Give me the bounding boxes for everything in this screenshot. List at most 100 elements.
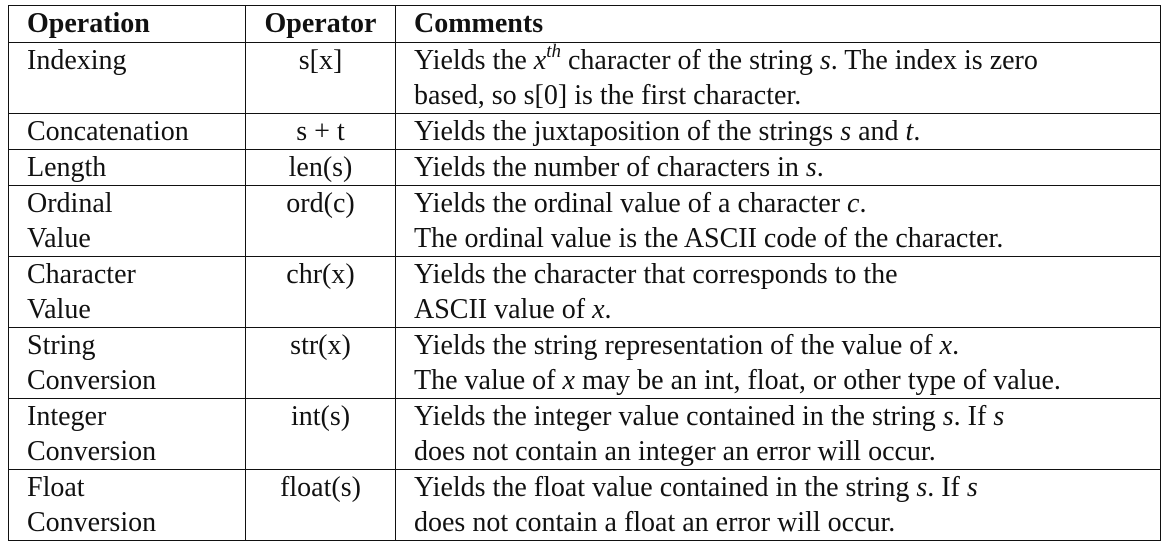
comment-text: character of the string xyxy=(560,45,820,76)
comment-cell: Yields the character that corresponds to… xyxy=(395,256,1161,328)
operation-name-line: Float xyxy=(27,472,85,503)
math-variable: s xyxy=(993,401,1005,432)
comment-text: Yields the ordinal value of a character xyxy=(414,188,848,219)
comment-text: does not contain a float an error will o… xyxy=(414,507,896,538)
comment-line: does not contain an integer an error wil… xyxy=(414,434,1150,469)
operation-name-line: Ordinal xyxy=(27,188,113,219)
operation-name-line: Conversion xyxy=(27,507,157,538)
operation-name-line: Character xyxy=(27,259,136,290)
operator-cell: ord(c) xyxy=(245,185,396,257)
operation-cell: Ordinal Value xyxy=(8,185,246,257)
comment-cell: Yields the number of characters in s. xyxy=(395,149,1161,186)
math-variable: s xyxy=(942,401,954,432)
comment-line: The ordinal value is the ASCII code of t… xyxy=(414,221,1150,256)
math-variable: s xyxy=(819,45,831,76)
math-variable: s xyxy=(805,152,817,183)
table-row: Ordinal Value ord(c) Yields the ordinal val… xyxy=(8,185,1161,257)
comment-text: Yields the integer value contained in th… xyxy=(414,401,943,432)
math-variable: th xyxy=(546,41,561,62)
comment-text: and xyxy=(851,116,906,147)
comment-cell: Yields the ordinal value of a character … xyxy=(395,185,1161,257)
comment-line: ASCII value of x. xyxy=(414,292,1150,327)
comment-text: . xyxy=(952,330,960,361)
table-row: Float Conversion float(s) Yields the float … xyxy=(8,469,1161,541)
comment-line: Yields the character that corresponds to… xyxy=(414,257,1150,292)
header-comments: Comments xyxy=(395,5,1161,43)
math-variable: x xyxy=(562,365,575,396)
table-header: Operation Operator Comments xyxy=(8,5,1161,43)
operation-cell: Character Value xyxy=(8,256,246,328)
comment-text: does not contain an integer an error wil… xyxy=(414,436,936,467)
operation-cell: Concatenation xyxy=(8,113,246,150)
comment-text: The ordinal value is the ASCII code of t… xyxy=(414,223,1004,254)
operation-cell: Length xyxy=(8,149,246,186)
header-operator: Operator xyxy=(245,5,396,43)
comment-cell: Yields the integer value contained in th… xyxy=(395,398,1161,470)
operation-name-line: Indexing xyxy=(27,45,127,76)
table-row: Length len(s) Yields the number of charact… xyxy=(8,149,1161,186)
table-row: String Conversion str(x) Yields the string … xyxy=(8,327,1161,399)
comment-line: Yields the ordinal value of a character … xyxy=(414,186,1150,221)
operation-name-line: Conversion xyxy=(27,436,157,467)
math-variable: c xyxy=(847,188,860,219)
comment-text: . If xyxy=(953,401,994,432)
operation-name-line: Value xyxy=(27,223,91,254)
comment-line: The value of x may be an int, float, or … xyxy=(414,363,1150,398)
comment-line: Yields the number of characters in s. xyxy=(414,150,1150,185)
comment-line: based, so s[0] is the first character. xyxy=(414,78,1150,113)
table-row: Indexing s[x] Yields the xth character of … xyxy=(8,41,1161,114)
comment-text: . xyxy=(816,152,824,183)
operation-name-line: Value xyxy=(27,294,91,325)
math-variable: s xyxy=(966,472,978,503)
comment-text: . If xyxy=(927,472,967,503)
comment-text: The value of xyxy=(414,365,563,396)
math-variable: s xyxy=(916,472,928,503)
operator-cell: int(s) xyxy=(245,398,396,470)
comment-line: Yields the xth character of the string s… xyxy=(414,41,1150,78)
operator-cell: s + t xyxy=(245,113,396,150)
table-body: Indexing s[x] Yields the xth character of … xyxy=(8,41,1161,541)
math-variable: x xyxy=(592,294,605,325)
operation-cell: Integer Conversion xyxy=(8,398,246,470)
operation-name-line: String xyxy=(27,330,96,361)
comment-text: Yields the string representation of the … xyxy=(414,330,940,361)
operation-name-line: Conversion xyxy=(27,365,157,396)
operation-cell: Float Conversion xyxy=(8,469,246,541)
operator-cell: str(x) xyxy=(245,327,396,399)
comment-text: Yields the number of characters in xyxy=(414,152,806,183)
comment-text: . xyxy=(859,188,867,219)
comment-text: based, so s[0] is the first character. xyxy=(414,80,802,111)
comment-line: Yields the integer value contained in th… xyxy=(414,399,1150,434)
comment-text: Yields the xyxy=(414,45,534,76)
comment-cell: Yields the xth character of the string s… xyxy=(395,41,1161,114)
header-row: Operation Operator Comments xyxy=(8,5,1161,43)
string-operations-table: Operation Operator Comments Indexing s[x]… xyxy=(8,5,1161,541)
operator-cell: float(s) xyxy=(245,469,396,541)
comment-line: does not contain a float an error will o… xyxy=(414,505,1150,540)
operator-cell: chr(x) xyxy=(245,256,396,328)
comment-text: Yields the float value contained in the … xyxy=(414,472,917,503)
comment-text: Yields the juxtaposition of the strings xyxy=(414,116,841,147)
operation-name-line: Concatenation xyxy=(27,116,189,147)
header-operation: Operation xyxy=(8,5,246,43)
comment-text: . xyxy=(604,294,612,325)
math-variable: x xyxy=(939,330,953,361)
comment-text: may be an int, float, or other type of v… xyxy=(574,365,1061,396)
comment-text: Yields the character that corresponds to… xyxy=(414,259,898,290)
table-row: Integer Conversion int(s) Yields the intege… xyxy=(8,398,1161,470)
math-variable: s xyxy=(840,116,852,147)
operator-cell: len(s) xyxy=(245,149,396,186)
operation-name-line: Integer xyxy=(27,401,107,432)
comment-cell: Yields the float value contained in the … xyxy=(395,469,1161,541)
comment-line: Yields the string representation of the … xyxy=(414,328,1150,363)
comment-cell: Yields the juxtaposition of the strings … xyxy=(395,113,1161,150)
comment-text: ASCII value of xyxy=(414,294,593,325)
math-variable: t xyxy=(905,116,914,147)
math-variable: th xyxy=(546,40,561,62)
operation-name-line: Length xyxy=(27,152,107,183)
comment-text: . The index is zero xyxy=(830,45,1038,76)
operation-cell: String Conversion xyxy=(8,327,246,399)
operator-cell: s[x] xyxy=(245,42,396,114)
math-variable: x xyxy=(533,45,547,76)
operation-cell: Indexing xyxy=(8,42,246,114)
